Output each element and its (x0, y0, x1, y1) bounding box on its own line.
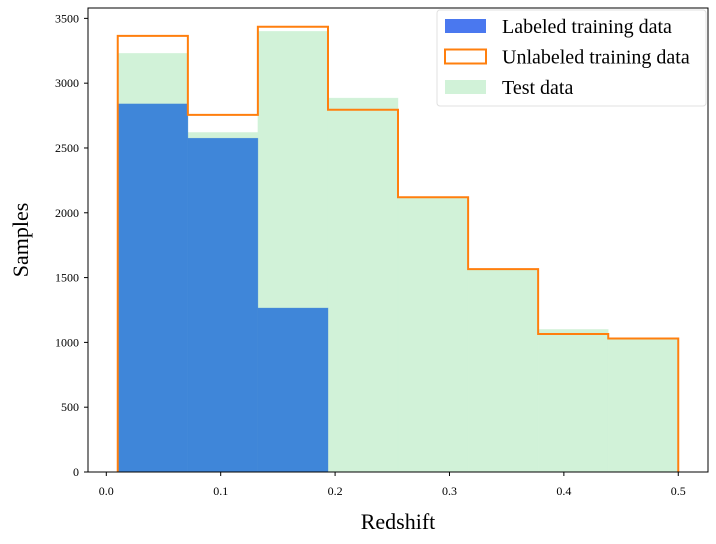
x-axis-ticks: 0.0 0.1 0.2 0.3 0.4 0.5 (99, 472, 686, 498)
x-tick-label: 0.0 (99, 484, 114, 498)
plot-frame (87, 7, 709, 473)
y-axis-ticks: 0 500 1000 1500 2000 2500 3000 3500 (55, 11, 88, 479)
x-tick-label: 0.4 (556, 484, 571, 498)
test-data-bar-4 (397, 196, 469, 473)
y-tick-label: 1500 (55, 271, 79, 285)
test-data-bar-7 (607, 338, 679, 473)
labeled-data-bars (117, 103, 329, 473)
test-data-bar-5 (467, 268, 539, 473)
x-tick-label: 0.1 (213, 484, 228, 498)
y-tick-label: 2000 (55, 206, 79, 220)
y-tick-label: 2500 (55, 141, 79, 155)
labeled-data-bar-0 (117, 103, 189, 473)
test-data-bar-6 (537, 329, 609, 473)
legend: Labeled training data Unlabeled training … (436, 9, 707, 107)
y-axis-title: Samples (8, 203, 33, 278)
legend-label-1: Labeled training data (502, 16, 672, 38)
legend-swatch-3 (445, 80, 486, 94)
legend-swatch-1 (445, 19, 486, 33)
unlabeled-data-step-line (116, 25, 680, 472)
x-tick-label: 0.5 (671, 484, 686, 498)
y-tick-label: 1000 (55, 335, 79, 349)
x-tick-label: 0.2 (328, 484, 343, 498)
y-tick-label: 0 (73, 465, 79, 479)
labeled-data-bar-2 (257, 307, 329, 473)
x-tick-label: 0.3 (442, 484, 457, 498)
x-axis-title: Redshift (361, 509, 436, 534)
legend-box (436, 9, 707, 107)
y-tick-label: 500 (61, 400, 79, 414)
labeled-data-bar-1 (187, 137, 259, 473)
legend-label-2: Unlabeled training data (502, 47, 690, 69)
y-tick-label: 3500 (55, 11, 79, 25)
legend-swatch-2 (444, 48, 487, 65)
legend-label-3: Test data (502, 77, 573, 99)
y-tick-label: 3000 (55, 76, 79, 90)
test-data-bar-3 (327, 97, 399, 473)
